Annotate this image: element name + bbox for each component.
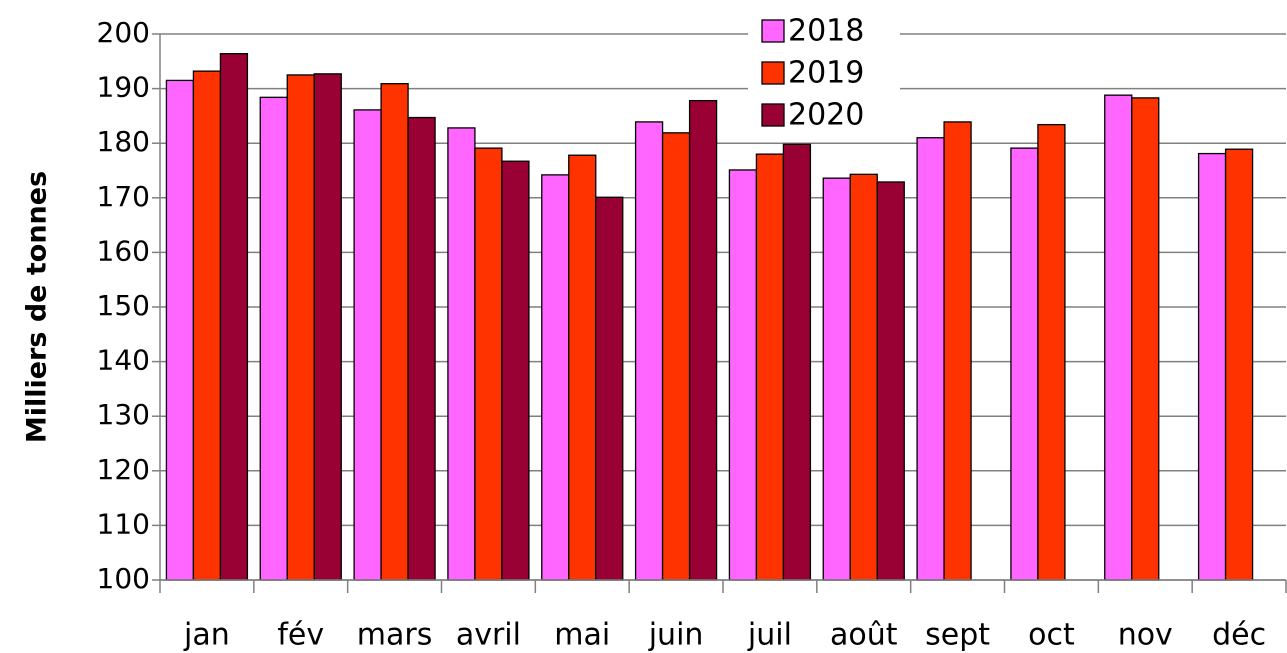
bar xyxy=(447,127,476,581)
y-tick-label: 160 xyxy=(97,234,150,267)
bar xyxy=(782,143,812,581)
y-tick-label: 190 xyxy=(97,71,150,104)
bar xyxy=(165,79,195,581)
x-tick-label: mai xyxy=(554,618,610,653)
bar xyxy=(943,121,972,581)
bar xyxy=(876,181,905,581)
legend-swatch xyxy=(761,103,785,127)
y-tick-label: 150 xyxy=(97,289,150,322)
bar xyxy=(595,196,624,581)
y-tick-label: 170 xyxy=(97,180,150,213)
bar xyxy=(1104,94,1133,581)
legend-label: 2020 xyxy=(788,98,864,133)
y-tick-label: 180 xyxy=(97,125,150,158)
bar xyxy=(474,147,503,581)
bar xyxy=(353,109,382,581)
x-tick-label: août xyxy=(830,618,898,653)
bar xyxy=(1224,148,1254,581)
y-tick-label: 100 xyxy=(97,562,150,595)
bar xyxy=(568,154,597,581)
x-tick-label: fév xyxy=(277,618,324,653)
bar xyxy=(1197,152,1227,581)
bar xyxy=(380,83,409,581)
legend-swatch xyxy=(761,61,785,85)
y-tick-label: 110 xyxy=(97,507,150,540)
y-tick-label: 200 xyxy=(97,16,150,49)
bar xyxy=(688,99,718,581)
bar xyxy=(286,74,315,581)
bar xyxy=(501,160,530,581)
bar xyxy=(849,173,878,581)
bar xyxy=(313,73,342,581)
bar xyxy=(407,116,436,581)
bar xyxy=(259,96,288,581)
bar xyxy=(916,137,945,581)
x-tick-label: nov xyxy=(1118,618,1173,653)
x-tick-label: mars xyxy=(357,618,433,653)
bar xyxy=(634,121,664,581)
bar xyxy=(219,53,249,581)
x-tick-label: juil xyxy=(747,618,792,653)
x-tick-label: jan xyxy=(183,618,230,653)
x-tick-label: oct xyxy=(1028,618,1075,653)
bar xyxy=(1010,147,1039,581)
bar xyxy=(1037,123,1066,581)
bar xyxy=(1131,97,1160,581)
bar xyxy=(822,177,851,581)
bar xyxy=(661,132,691,581)
x-tick-label: déc xyxy=(1212,618,1266,653)
x-tick-label: avril xyxy=(456,618,521,653)
y-tick-label: 120 xyxy=(97,453,150,486)
legend-swatch xyxy=(761,19,785,43)
x-tick-label: sept xyxy=(925,618,990,653)
x-tick-label: juin xyxy=(648,618,704,653)
bar xyxy=(541,174,570,581)
bar xyxy=(728,169,758,581)
y-tick-label: 130 xyxy=(97,398,150,431)
y-axis-label: Milliers de tonnes xyxy=(22,171,53,443)
legend-label: 2019 xyxy=(788,56,864,91)
bar xyxy=(755,153,785,581)
bar xyxy=(192,70,222,581)
y-tick-label: 140 xyxy=(97,344,150,377)
legend-label: 2018 xyxy=(788,14,864,49)
